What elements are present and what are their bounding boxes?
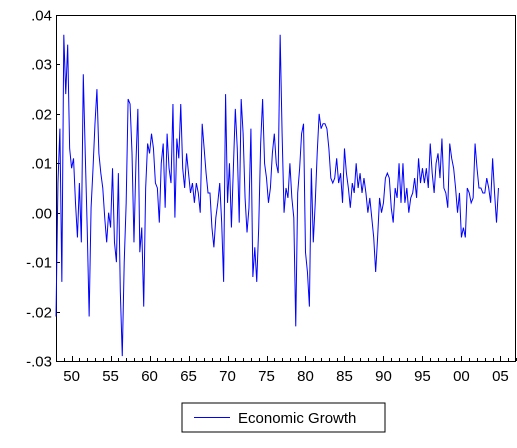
series-layer bbox=[55, 34, 499, 357]
legend: Economic Growth bbox=[181, 402, 386, 433]
x-tick-label: 90 bbox=[375, 368, 392, 385]
y-axis: -.03 -.02 -.01 .00 .01 .02 .03 .04 bbox=[26, 8, 60, 371]
x-tick-label: 50 bbox=[63, 368, 80, 385]
y-tick-label: -.03 bbox=[26, 354, 52, 371]
legend-label: Economic Growth bbox=[238, 410, 356, 427]
y-tick-label: -.02 bbox=[26, 305, 52, 322]
y-tick-label: .03 bbox=[31, 57, 52, 74]
x-axis: 50 55 60 65 70 75 80 85 90 95 00 05 bbox=[56, 356, 517, 385]
y-tick-label: .00 bbox=[31, 206, 52, 223]
x-tick-label: 75 bbox=[258, 368, 275, 385]
x-tick-label: 05 bbox=[492, 368, 509, 385]
x-tick-label: 55 bbox=[102, 368, 119, 385]
x-tick-label: 80 bbox=[297, 368, 314, 385]
plot-area bbox=[56, 15, 516, 362]
plot-border bbox=[56, 15, 516, 362]
series-line-economic-growth bbox=[55, 34, 499, 357]
y-tick-label: .01 bbox=[31, 156, 52, 173]
x-tick-label: 60 bbox=[141, 368, 158, 385]
x-tick-label: 65 bbox=[180, 368, 197, 385]
x-tick-label: 85 bbox=[336, 368, 353, 385]
y-tick-label: -.01 bbox=[26, 255, 52, 272]
x-tick-label: 00 bbox=[453, 368, 470, 385]
x-tick-label: 95 bbox=[414, 368, 431, 385]
x-tick-label: 70 bbox=[219, 368, 236, 385]
y-tick-label: .02 bbox=[31, 107, 52, 124]
y-tick-label: .04 bbox=[31, 8, 52, 25]
